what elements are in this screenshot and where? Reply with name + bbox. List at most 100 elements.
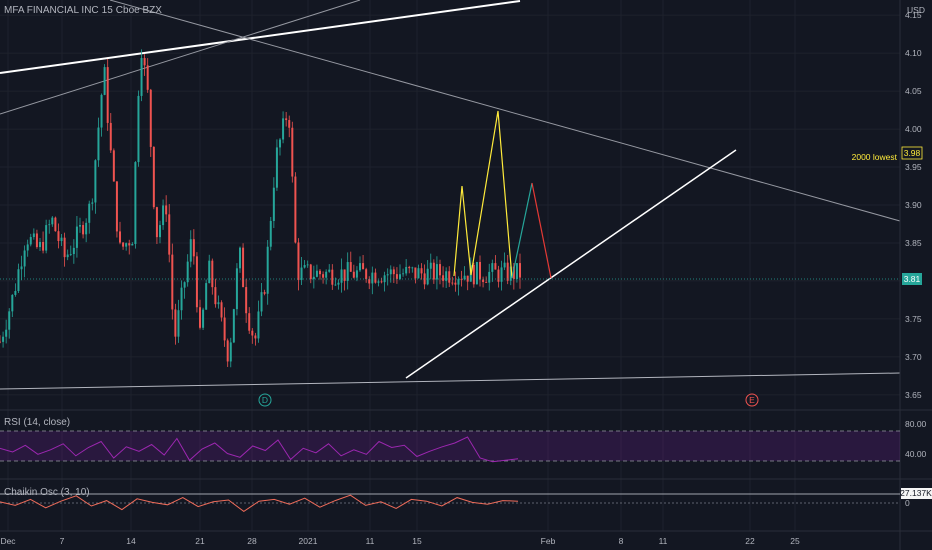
candle [79, 217, 81, 233]
candle [365, 267, 368, 283]
candle [69, 245, 72, 257]
candle [392, 266, 395, 284]
time-axis-label: Dec [0, 536, 16, 546]
candle [100, 93, 103, 137]
trendline-drawings [0, 0, 901, 390]
candle [195, 252, 198, 313]
candle-body [300, 267, 303, 280]
candle-body [288, 120, 291, 128]
event-marker-e[interactable]: E [745, 393, 759, 407]
candle-body [146, 65, 149, 90]
chaikin-pane-label[interactable]: Chaikin Osc (3, 10) [4, 487, 90, 498]
candle-body [177, 310, 180, 337]
candle [88, 200, 91, 234]
candle [189, 230, 192, 268]
rsi-pane-label[interactable]: RSI (14, close) [4, 417, 71, 428]
candle [254, 332, 257, 346]
candle-body [94, 160, 97, 203]
chaikin-zero-label: 0 [905, 498, 910, 508]
candle-body [88, 203, 91, 223]
candle [346, 252, 349, 290]
candle-body [374, 272, 377, 283]
candle-body [485, 282, 488, 283]
candle [226, 338, 229, 367]
currency-label: USD [907, 5, 925, 15]
candle-body [386, 274, 389, 276]
candle [91, 198, 94, 211]
rsi-level-40: 40.00 [905, 449, 927, 459]
exchange-label: Cboe BZX [115, 5, 162, 16]
chaikin-value-badge [901, 488, 932, 499]
candle [414, 267, 417, 284]
candle [488, 263, 491, 291]
candle [362, 255, 365, 270]
candle [334, 277, 337, 286]
candle-body [131, 243, 134, 246]
rsi-band [0, 431, 900, 461]
candle [448, 266, 451, 287]
candle [371, 266, 374, 295]
candle-body [125, 243, 128, 247]
candle-body [448, 271, 451, 283]
candle [479, 255, 481, 287]
candle-body [8, 311, 11, 330]
candle-body [35, 233, 38, 248]
candle-body [14, 291, 17, 295]
candle-body [159, 225, 161, 238]
candle [57, 223, 60, 249]
candle [282, 111, 285, 144]
candle-body [491, 263, 494, 272]
candle-body [211, 260, 214, 288]
candle [115, 181, 118, 238]
candle [94, 159, 97, 214]
candle-body [399, 274, 401, 279]
candle [32, 228, 35, 240]
interval-label: 15 [101, 5, 113, 16]
candle-body [5, 329, 8, 337]
candle-body [2, 336, 5, 342]
candle-body [512, 266, 515, 280]
candle [131, 242, 134, 246]
price-axis-label: 3.70 [905, 352, 922, 362]
candle [515, 263, 518, 283]
candle [368, 276, 371, 290]
candle [337, 279, 340, 290]
top-white-trendline [0, 0, 521, 74]
candle-body [112, 150, 115, 182]
time-axis-label: 22 [745, 536, 755, 546]
candle [248, 307, 251, 334]
candle-body [371, 272, 374, 284]
upper-resistance-line [109, 0, 901, 222]
candle [331, 264, 334, 290]
event-marker-d[interactable]: D [258, 393, 272, 407]
candle-body [29, 237, 32, 245]
candle-body [414, 267, 417, 279]
candle [211, 258, 214, 295]
candle [112, 148, 115, 182]
candle-body [57, 231, 60, 242]
candle-body [506, 262, 509, 281]
candle-body [23, 250, 26, 267]
candle-body [466, 275, 469, 282]
candle-body [217, 302, 220, 305]
candle [60, 233, 63, 247]
candle-body [282, 118, 285, 140]
candle-body [0, 341, 1, 343]
candle [500, 260, 503, 291]
candle [180, 280, 183, 320]
candle [291, 121, 294, 183]
candle-body [192, 239, 195, 257]
candle-body [494, 263, 497, 270]
candle [192, 229, 195, 265]
current-price-badge [902, 273, 922, 285]
candle [63, 232, 66, 267]
candle-body [97, 127, 100, 161]
candle [297, 238, 300, 291]
candle-body [168, 214, 171, 255]
candle-body [479, 261, 481, 280]
candle [454, 271, 457, 292]
rsi-line [0, 436, 519, 463]
chaikin-value: 27.137K [900, 488, 932, 498]
candle [232, 308, 235, 344]
candle [377, 279, 380, 287]
